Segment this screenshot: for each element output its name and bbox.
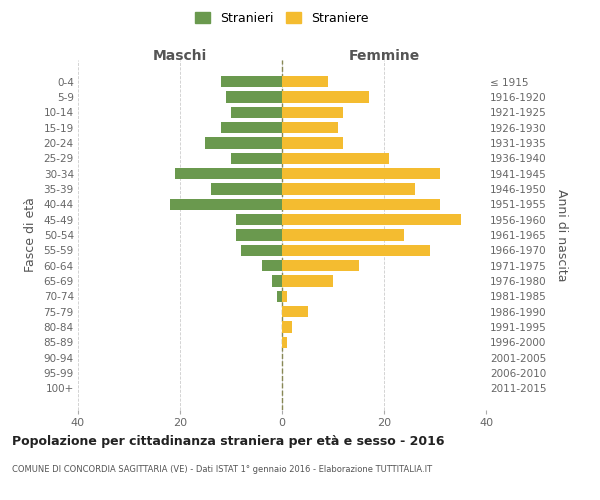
Text: COMUNE DI CONCORDIA SAGITTARIA (VE) - Dati ISTAT 1° gennaio 2016 - Elaborazione : COMUNE DI CONCORDIA SAGITTARIA (VE) - Da… [12,465,432,474]
Bar [282,276,333,287]
Legend: Stranieri, Straniere: Stranieri, Straniere [190,7,374,30]
Bar [272,276,282,287]
Bar [175,168,282,179]
Y-axis label: Anni di nascita: Anni di nascita [555,188,568,281]
Bar [221,76,282,88]
Bar [282,183,415,194]
Bar [282,91,369,102]
Bar [277,290,282,302]
Bar [282,214,461,226]
Bar [282,229,404,241]
Bar [282,137,343,148]
Bar [236,214,282,226]
Bar [170,198,282,210]
Bar [231,152,282,164]
Bar [226,91,282,102]
Text: Femmine: Femmine [349,50,419,64]
Bar [282,290,287,302]
Bar [282,336,287,348]
Bar [282,106,343,118]
Text: Popolazione per cittadinanza straniera per età e sesso - 2016: Popolazione per cittadinanza straniera p… [12,435,445,448]
Bar [282,168,440,179]
Bar [206,137,282,148]
Bar [236,229,282,241]
Bar [282,244,430,256]
Bar [282,198,440,210]
Bar [282,76,328,88]
Bar [282,152,389,164]
Bar [241,244,282,256]
Bar [282,260,359,272]
Bar [211,183,282,194]
Text: Maschi: Maschi [153,50,207,64]
Bar [231,106,282,118]
Bar [282,322,292,333]
Bar [282,306,308,318]
Bar [262,260,282,272]
Y-axis label: Fasce di età: Fasce di età [23,198,37,272]
Bar [282,122,338,134]
Bar [221,122,282,134]
